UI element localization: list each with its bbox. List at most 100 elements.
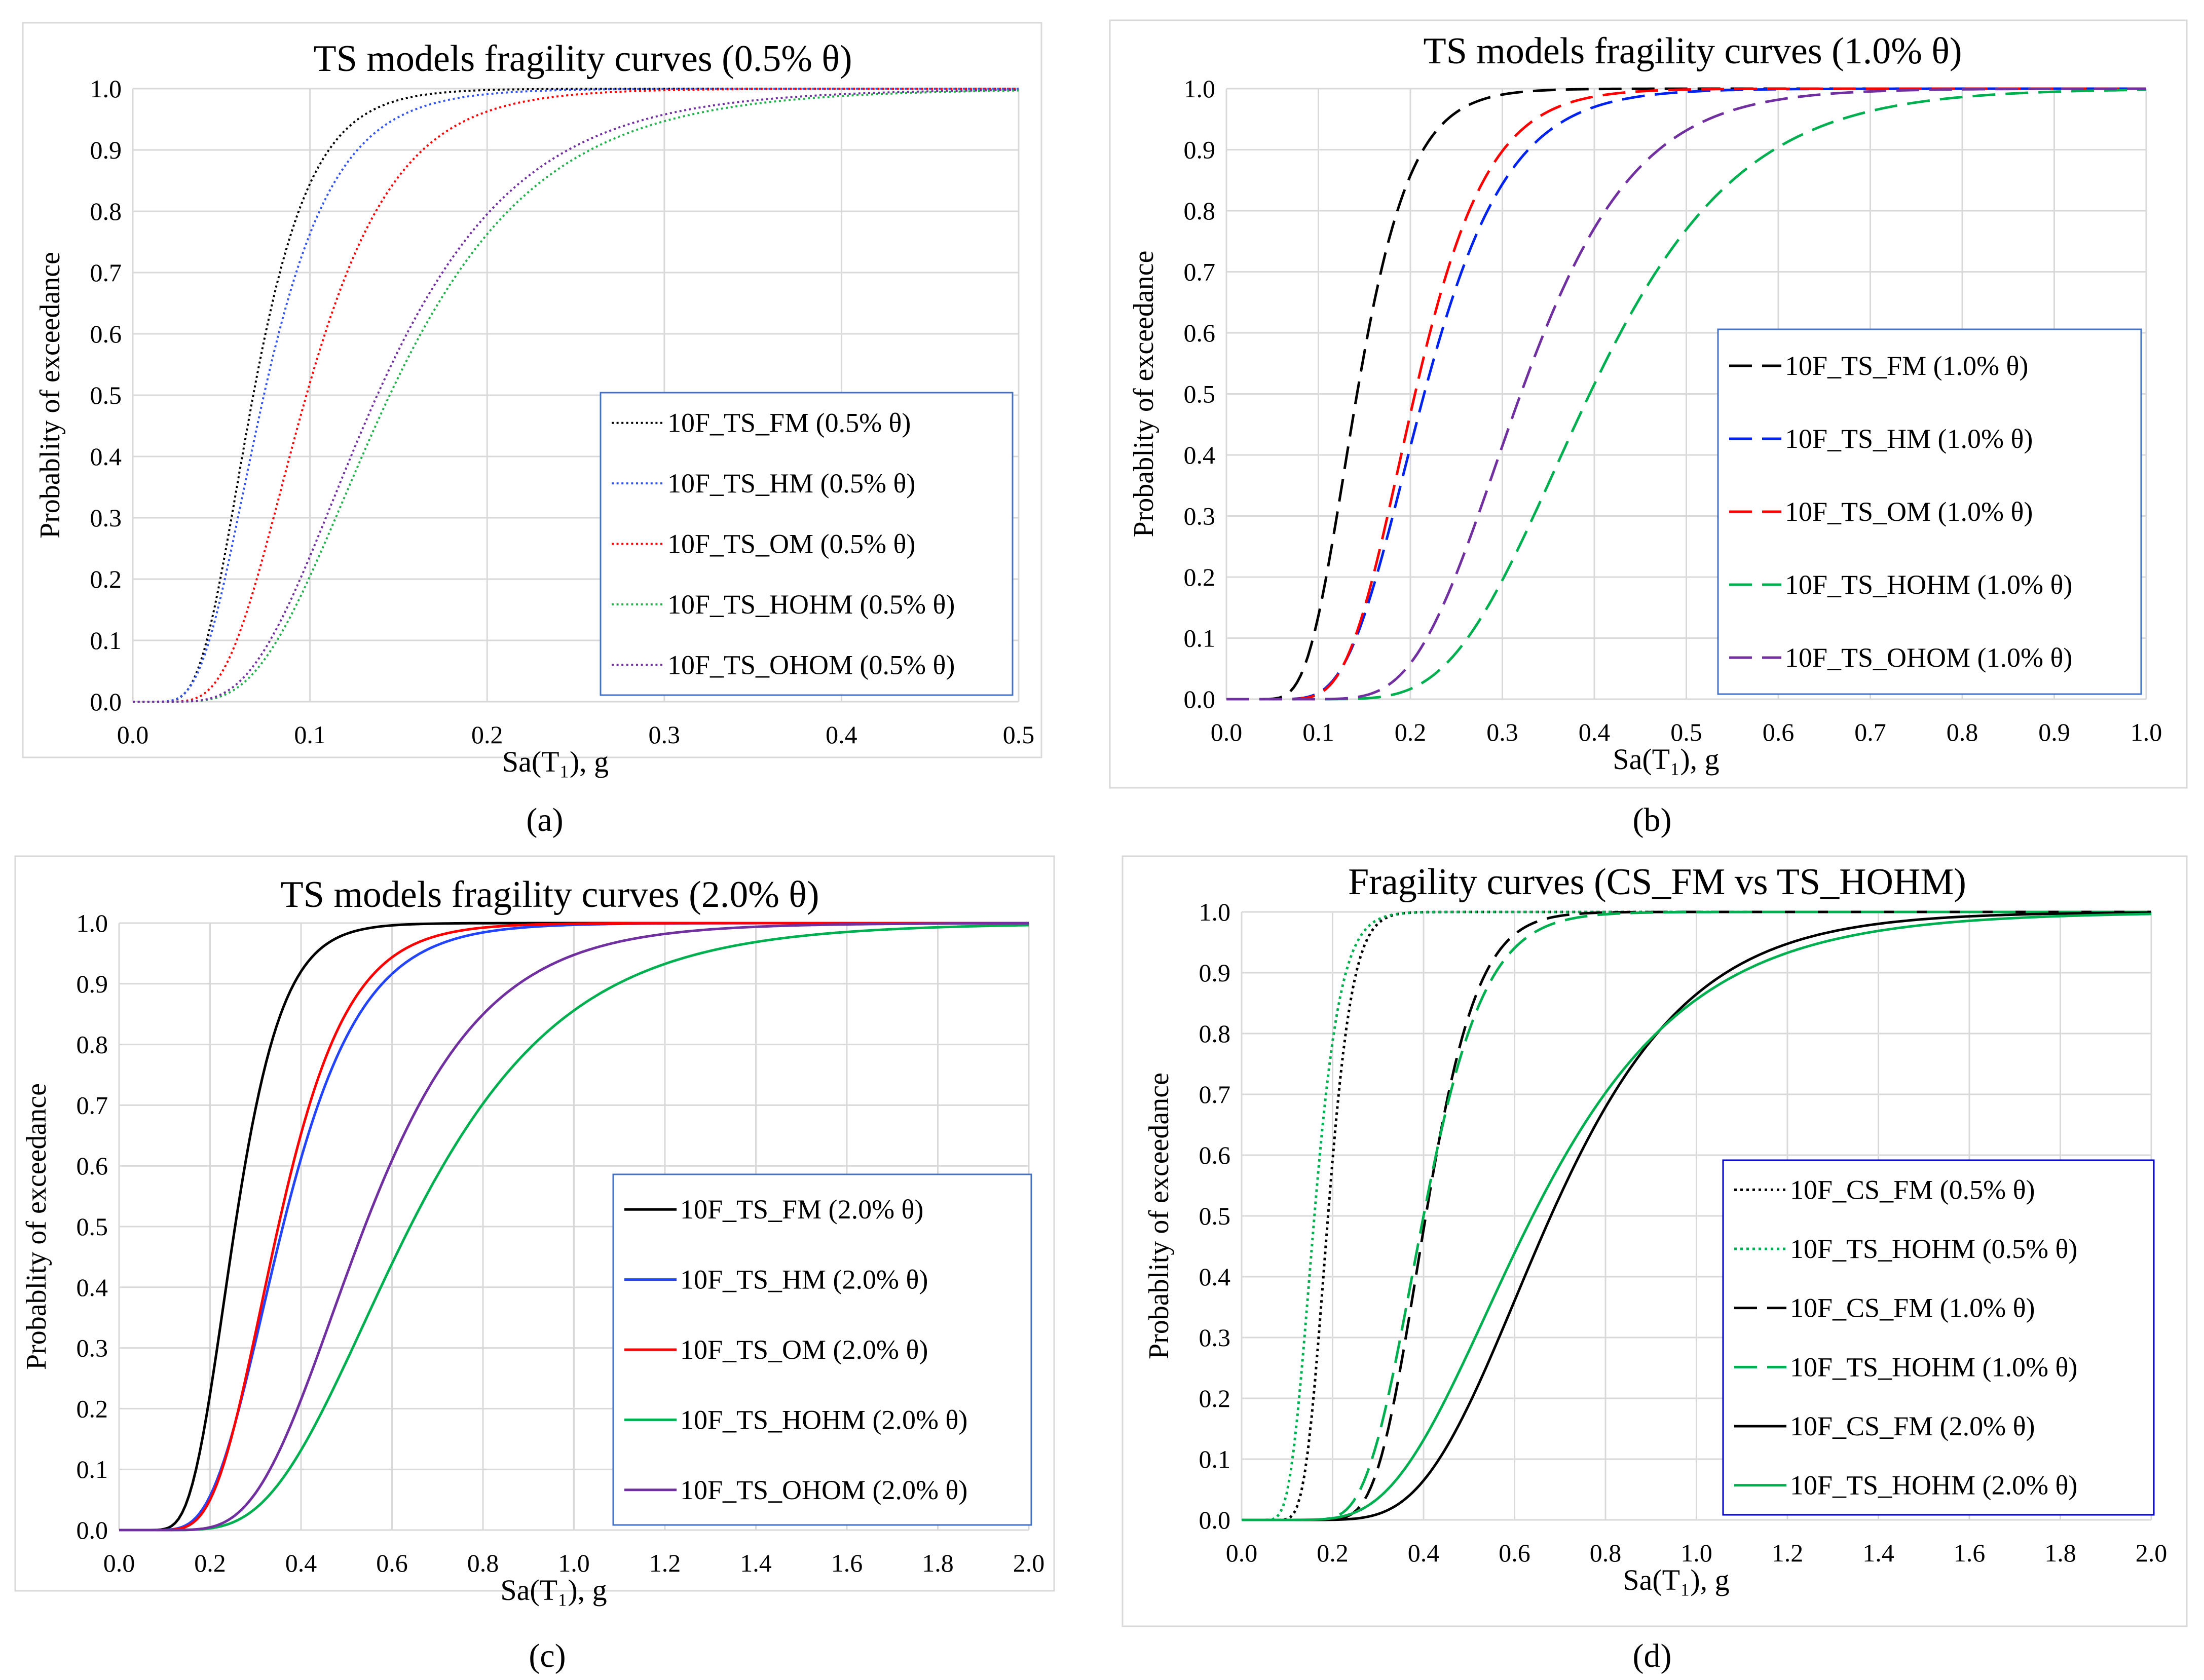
- y-tick-label: 0.1: [1184, 624, 1216, 653]
- y-axis-label: Probablity of exceedance: [21, 1083, 52, 1370]
- y-tick-label: 0.4: [90, 442, 122, 471]
- panel-sublabel: (b): [1633, 801, 1672, 838]
- series-line-2: [1226, 87, 2146, 701]
- x-tick-label: 1.2: [1772, 1539, 1804, 1567]
- series-line-1: [133, 88, 1019, 703]
- legend-entry-label: 10F_CS_FM (1.0% θ): [1790, 1293, 2035, 1323]
- x-axis-label: Sa(T₁), g: [1613, 743, 1719, 776]
- y-tick-label: 0.5: [77, 1212, 108, 1241]
- x-axis-label: Sa(T₁), g: [502, 745, 609, 778]
- x-tick-label: 0.0: [103, 1549, 135, 1577]
- y-tick-label: 0.3: [1184, 502, 1216, 530]
- y-tick-label: 0.8: [77, 1030, 108, 1059]
- chart-title: TS models fragility curves (1.0% θ): [1424, 30, 1962, 72]
- y-tick-label: 0.2: [1199, 1384, 1231, 1412]
- x-tick-label: 0.0: [1211, 718, 1243, 746]
- x-tick-label: 0.0: [117, 720, 149, 749]
- legend-entry-label: 10F_TS_OHOM (2.0% θ): [680, 1475, 967, 1505]
- x-axis-label: Sa(T₁), g: [1623, 1563, 1729, 1596]
- panel-d: 0.0 0.1 0.2 0.3 0.4 0.5 0.6 0.7 0.8 0.9 1.0 0.0 0.2 0…: [1122, 855, 2188, 1674]
- x-tick-label: 0.5: [1003, 720, 1035, 749]
- y-tick-label: 0.8: [1184, 197, 1216, 225]
- x-tick-label: 1.8: [922, 1549, 954, 1577]
- y-tick-label: 1.0: [90, 74, 122, 103]
- x-tick-label: 0.6: [1499, 1539, 1530, 1567]
- x-tick-label: 0.6: [376, 1549, 408, 1577]
- x-tick-label: 0.3: [649, 720, 681, 749]
- x-tick-label: 1.0: [1680, 1539, 1712, 1567]
- y-axis-label: Probablity of exceedance: [34, 252, 66, 539]
- legend-entry-label: 10F_TS_OM (2.0% θ): [680, 1334, 928, 1365]
- legend-entry-label: 10F_TS_HOHM (1.0% θ): [1785, 569, 2072, 600]
- y-tick-label: 1.0: [77, 909, 108, 937]
- x-tick-label: 0.8: [467, 1549, 499, 1577]
- legend: 10F_CS_FM (0.5% θ) 10F_TS_HOHM (0.5% θ) 10…: [1722, 1159, 2155, 1516]
- legend-entry-label: 10F_TS_HM (1.0% θ): [1785, 424, 2033, 454]
- chart-title: Fragility curves (CS_FM vs TS_HOHM): [1348, 861, 1966, 903]
- legend: 10F_TS_FM (0.5% θ) 10F_TS_HM (0.5% θ) 10F_…: [600, 392, 1014, 696]
- x-tick-label: 0.3: [1486, 718, 1518, 746]
- legend-frame: [600, 392, 1014, 696]
- legend-frame: [1717, 328, 2142, 695]
- x-tick-label: 0.8: [1590, 1539, 1622, 1567]
- y-tick-label: 0.8: [90, 197, 122, 225]
- y-tick-label: 0.1: [77, 1455, 108, 1483]
- x-tick-label: 0.1: [294, 720, 326, 749]
- legend: 10F_TS_FM (1.0% θ) 10F_TS_HM (1.0% θ) 10F_…: [1717, 328, 2142, 695]
- legend-frame: [1722, 1159, 2155, 1516]
- x-tick-label: 0.8: [1947, 718, 1978, 746]
- legend-entry-label: 10F_TS_HM (0.5% θ): [667, 468, 915, 499]
- series-line-3: [1242, 910, 2151, 1521]
- y-tick-label: 0.2: [1184, 563, 1216, 591]
- y-tick-label: 0.0: [77, 1516, 108, 1544]
- legend-entry-label: 10F_TS_HOHM (1.0% θ): [1790, 1352, 2077, 1382]
- y-tick-label: 0.5: [1199, 1202, 1231, 1230]
- series-line-4: [1226, 87, 2146, 701]
- x-tick-label: 0.2: [471, 720, 503, 749]
- y-tick-label: 0.8: [1199, 1019, 1231, 1048]
- y-axis-label: Probablity of exceedance: [1128, 251, 1160, 538]
- y-tick-label: 0.7: [90, 258, 122, 287]
- legend-entry-label: 10F_TS_OHOM (0.5% θ): [667, 650, 955, 680]
- y-tick-label: 0.9: [1199, 959, 1231, 987]
- y-tick-label: 0.6: [1199, 1141, 1231, 1169]
- y-tick-label: 0.9: [77, 970, 108, 998]
- legend-entry-label: 10F_TS_HOHM (2.0% θ): [1790, 1470, 2077, 1501]
- legend-entry-label: 10F_TS_HOHM (2.0% θ): [680, 1404, 967, 1435]
- y-tick-label: 0.6: [77, 1152, 108, 1180]
- series-line-1: [1226, 87, 2146, 701]
- panel-a: 0.0 0.1 0.2 0.3 0.4 0.5 0.6 0.7 0.8 0.9 1.0 0.0 0.1 0…: [22, 22, 1042, 838]
- legend-entry-label: 10F_CS_FM (0.5% θ): [1790, 1174, 2035, 1205]
- legend-entry-label: 10F_TS_OHOM (1.0% θ): [1785, 642, 2072, 673]
- legend-entry-label: 10F_TS_HOHM (0.5% θ): [1790, 1234, 2077, 1264]
- y-tick-label: 0.1: [1199, 1445, 1231, 1473]
- panel-c: 0.0 0.1 0.2 0.3 0.4 0.5 0.6 0.7 0.8 0.9 1.0 0.0 0.2 0…: [14, 855, 1055, 1674]
- y-tick-label: 0.4: [77, 1273, 108, 1302]
- x-tick-label: 0.2: [1395, 718, 1427, 746]
- series-line-3: [1226, 88, 2147, 701]
- x-axis-label: Sa(T₁), g: [500, 1574, 607, 1607]
- series-line-3: [119, 924, 1029, 1532]
- series-line-4: [119, 922, 1029, 1532]
- legend: 10F_TS_FM (2.0% θ) 10F_TS_HM (2.0% θ) 10F_…: [612, 1173, 1032, 1526]
- legend-entry-label: 10F_TS_HOHM (0.5% θ): [667, 589, 955, 620]
- y-tick-label: 0.6: [1184, 319, 1216, 347]
- legend-frame: [612, 1173, 1032, 1526]
- legend-entry-label: 10F_CS_FM (2.0% θ): [1790, 1411, 2035, 1441]
- x-tick-label: 0.1: [1302, 718, 1334, 746]
- y-tick-label: 0.3: [90, 504, 122, 532]
- y-tick-label: 0.4: [1184, 441, 1216, 469]
- y-tick-label: 1.0: [1199, 898, 1231, 926]
- chart-title: TS models fragility curves (0.5% θ): [314, 38, 852, 80]
- x-tick-label: 2.0: [1013, 1549, 1045, 1577]
- x-tick-label: 0.0: [1226, 1539, 1258, 1567]
- legend-entry-label: 10F_TS_OM (0.5% θ): [667, 529, 915, 559]
- panel-sublabel: (d): [1633, 1637, 1672, 1674]
- x-tick-label: 1.6: [1954, 1539, 1986, 1567]
- x-tick-label: 1.6: [831, 1549, 863, 1577]
- chart-title: TS models fragility curves (2.0% θ): [281, 874, 819, 915]
- y-tick-label: 0.7: [1184, 258, 1216, 286]
- y-tick-label: 0.9: [1184, 136, 1216, 164]
- legend-entry-label: 10F_TS_FM (2.0% θ): [680, 1194, 923, 1225]
